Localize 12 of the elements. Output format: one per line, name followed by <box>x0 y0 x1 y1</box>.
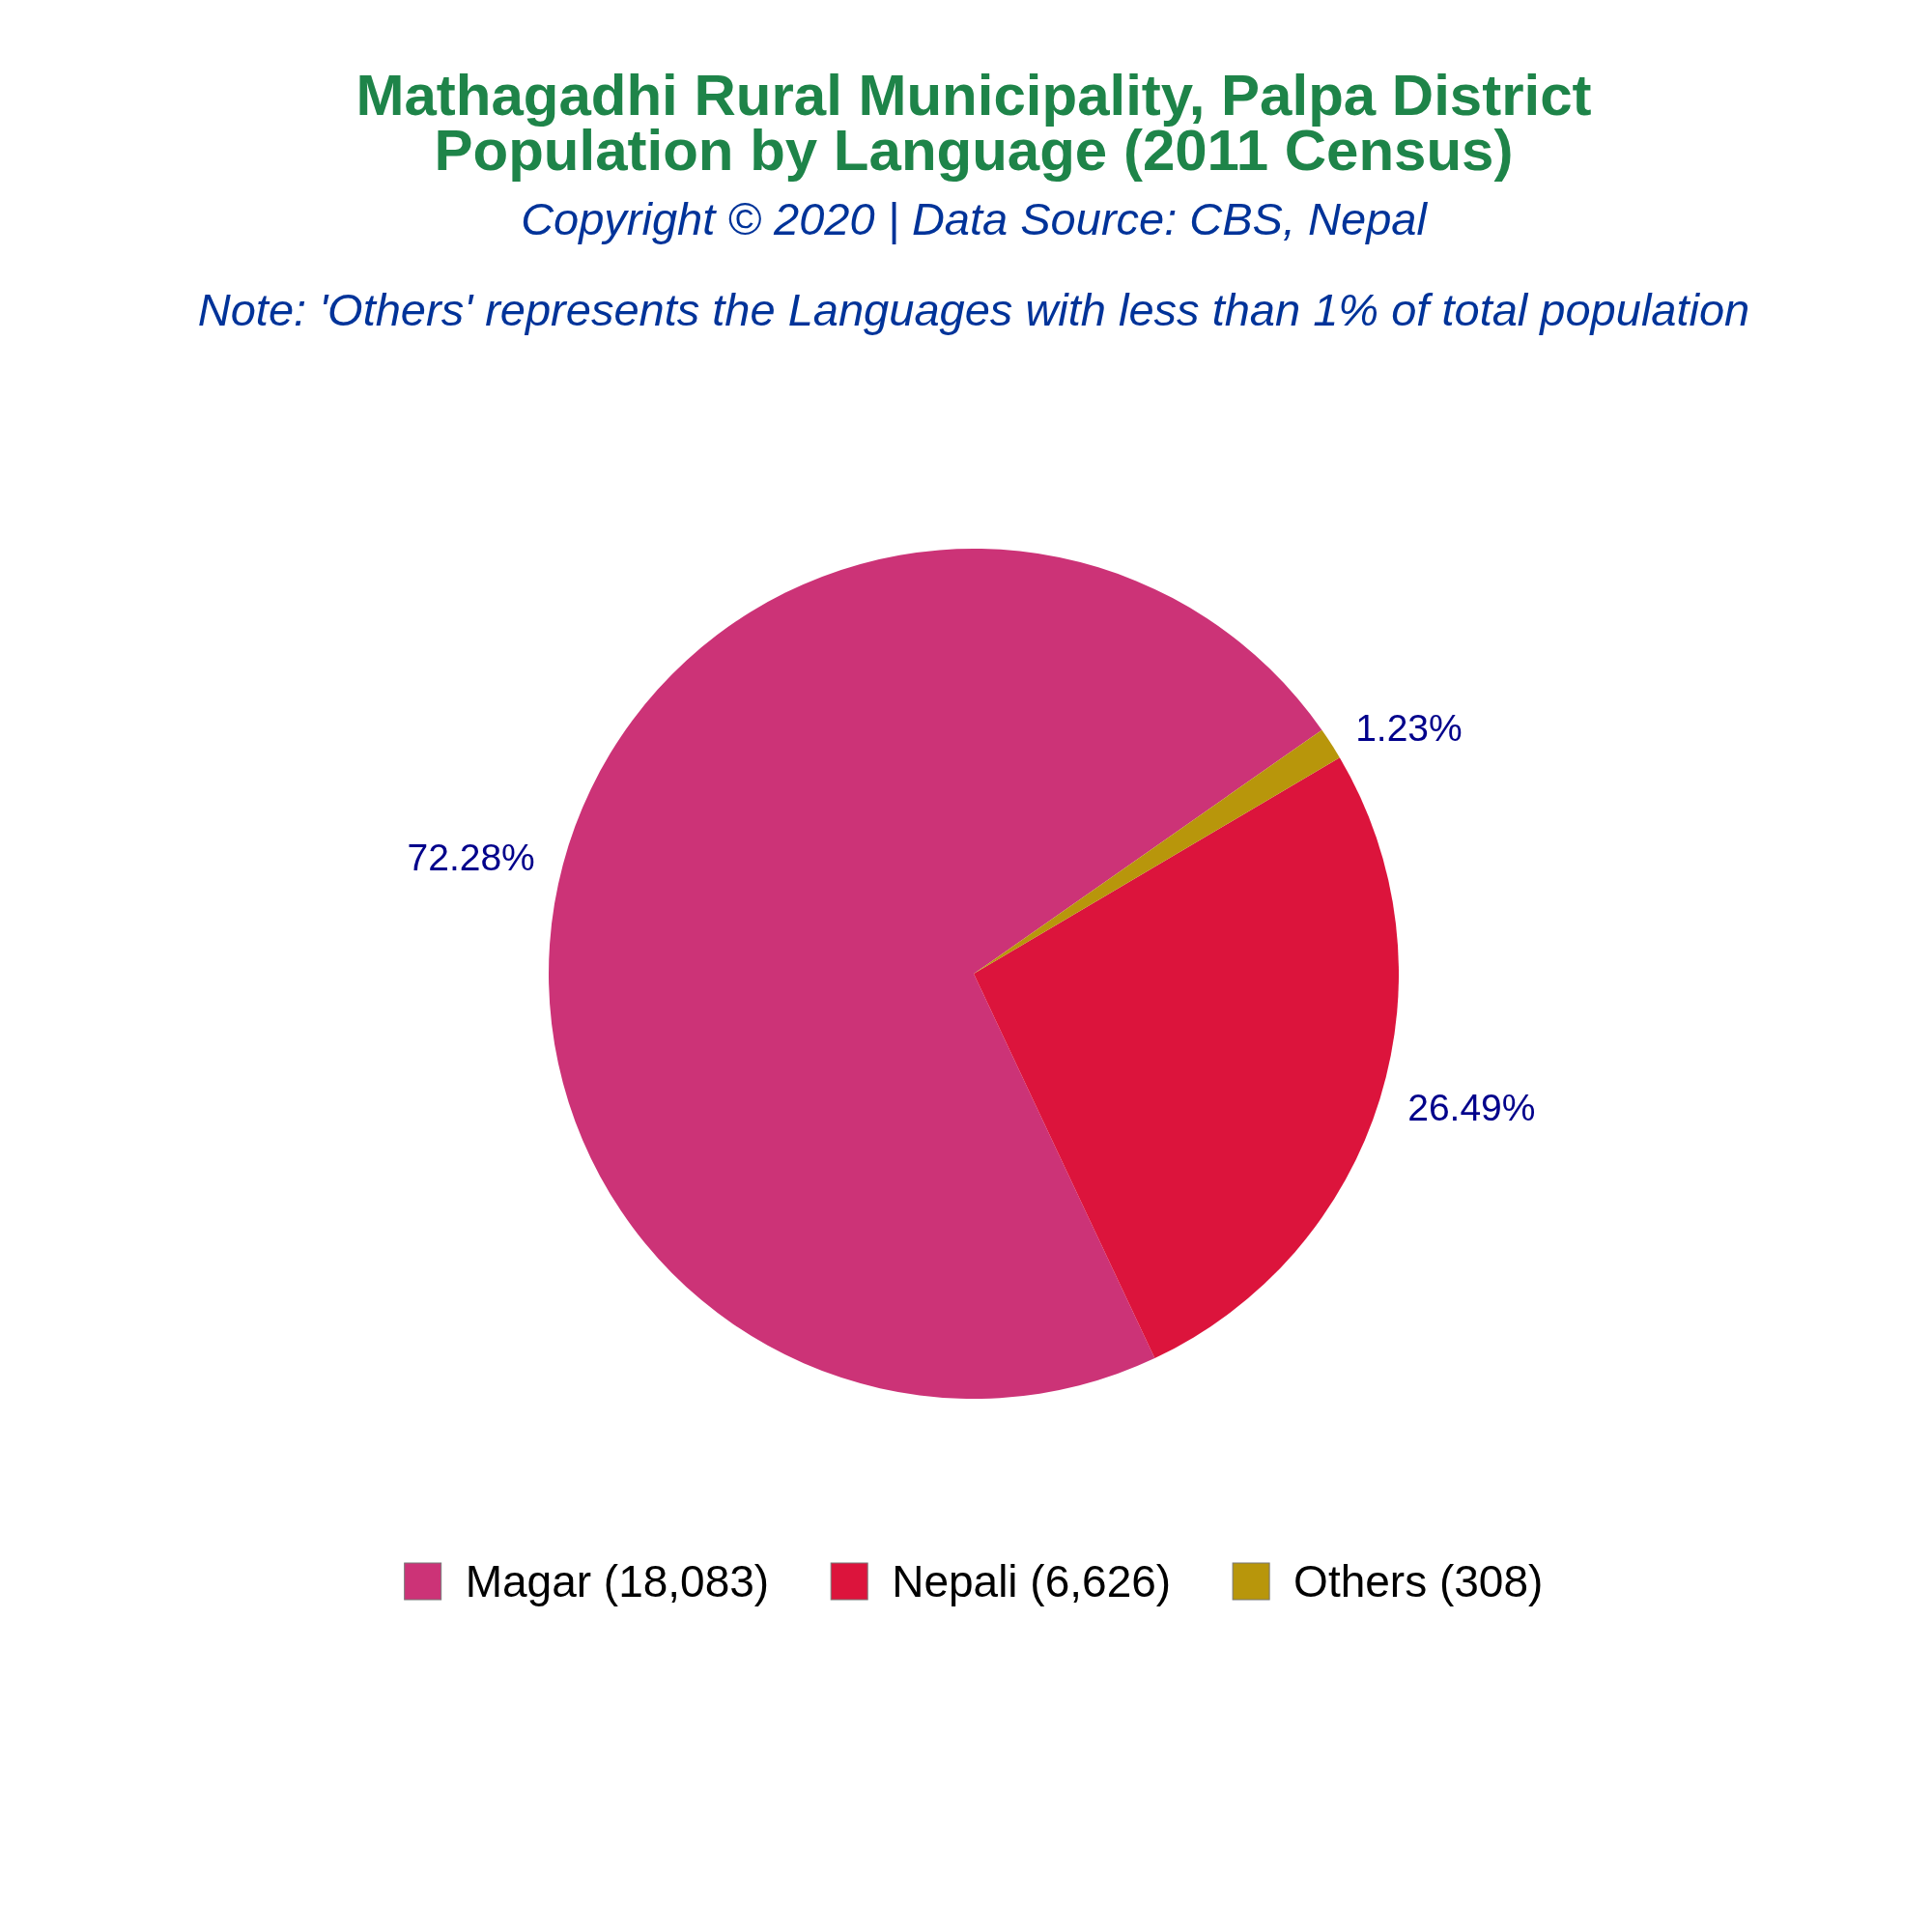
legend-label: Others (308) <box>1293 1556 1544 1607</box>
pie-slice <box>974 729 1340 974</box>
data-label: 26.49% <box>1407 1086 1536 1128</box>
chart-subtitle: Copyright © 2020 | Data Source: CBS, Nepal <box>521 193 1429 245</box>
legend-label: Magar (18,083) <box>465 1556 770 1607</box>
pie-slice <box>549 549 1322 1399</box>
data-label: 1.23% <box>1355 707 1463 750</box>
text: Note: 'Others' represents the Languages with less than 1% of total population <box>197 284 1750 336</box>
data-label: 72.28% <box>407 836 535 878</box>
pie-slice <box>974 757 1399 1359</box>
legend-label: Nepali (6,626) <box>892 1556 1172 1607</box>
chart-title: Mathagadhi Rural Municipality, Palpa District Population by Language (2011 Census) <box>355 63 1592 183</box>
